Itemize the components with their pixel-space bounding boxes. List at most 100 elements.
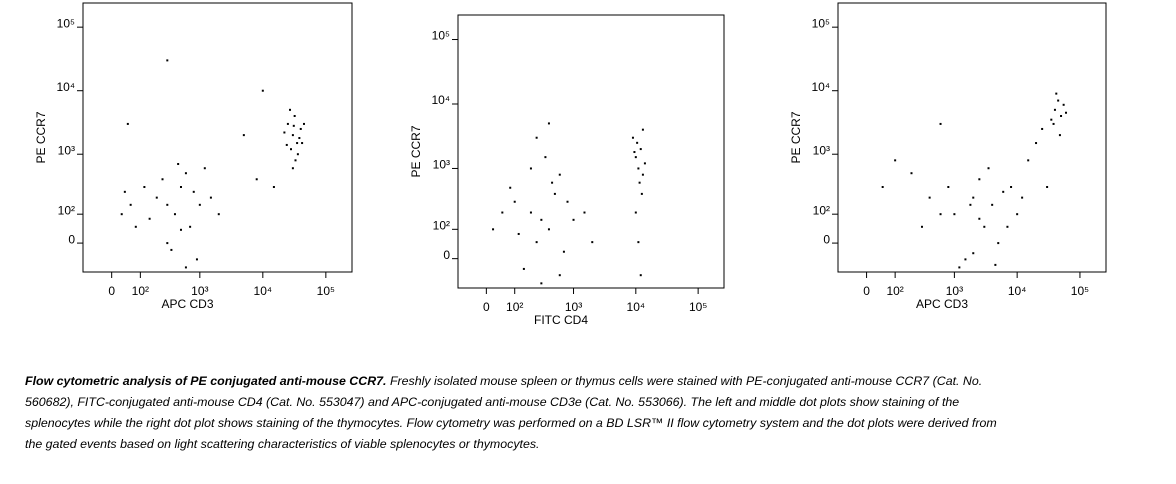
dot	[540, 218, 543, 221]
dot	[293, 114, 296, 117]
dot	[987, 167, 990, 170]
dot	[509, 186, 512, 189]
dot	[291, 167, 294, 170]
x-axis-label: APC CD3	[916, 297, 968, 311]
dot	[170, 248, 173, 251]
dot	[639, 274, 642, 277]
dot	[217, 213, 220, 216]
dot	[910, 172, 913, 175]
dot	[1060, 114, 1063, 117]
dot	[289, 108, 292, 111]
dot	[294, 159, 297, 162]
dot	[947, 186, 950, 189]
dot	[939, 213, 942, 216]
dot	[1035, 142, 1038, 145]
y-tick-label: 10⁵	[812, 16, 830, 30]
dot	[296, 153, 299, 156]
dot	[544, 156, 547, 159]
dot	[522, 267, 525, 270]
x-tick-label: 10⁵	[689, 300, 707, 314]
dot	[572, 218, 575, 221]
y-tick-label: 10³	[813, 143, 830, 157]
dot	[179, 228, 182, 231]
dot	[1055, 92, 1058, 95]
x-tick-label: 10⁴	[627, 300, 646, 314]
dot	[1052, 122, 1055, 125]
caption-lead: Flow cytometric analysis of PE conjugate…	[25, 374, 387, 388]
y-tick-label: 10⁴	[811, 80, 830, 94]
dot	[540, 282, 543, 285]
dot	[286, 122, 289, 125]
dot	[242, 134, 245, 137]
x-tick-label: 10⁴	[254, 284, 273, 298]
dot	[1016, 213, 1019, 216]
dot	[634, 156, 637, 159]
y-tick-label: 0	[443, 248, 450, 262]
dot	[126, 122, 129, 125]
dot	[958, 266, 961, 269]
dot	[120, 213, 123, 216]
dot	[964, 258, 967, 261]
dot	[166, 242, 169, 245]
dot	[166, 203, 169, 206]
y-tick-label: 10⁴	[56, 80, 75, 94]
y-tick-label: 10²	[58, 203, 75, 217]
dot	[972, 252, 975, 255]
dot	[1006, 225, 1009, 228]
dot	[978, 178, 981, 181]
y-tick-label: 10²	[433, 218, 450, 232]
x-tick-label: 10⁵	[317, 284, 335, 298]
dot	[517, 232, 520, 235]
dot	[161, 178, 164, 181]
dot	[637, 167, 640, 170]
dot	[637, 241, 640, 244]
dot	[978, 217, 981, 220]
dot	[991, 203, 994, 206]
dot	[558, 274, 561, 277]
dot	[547, 228, 550, 231]
dot	[994, 263, 997, 266]
dot	[1062, 103, 1065, 106]
y-axis-label: PE CCR7	[34, 111, 48, 163]
dot	[184, 266, 187, 269]
dot	[1041, 127, 1044, 130]
dot	[881, 186, 884, 189]
dot	[566, 200, 569, 203]
y-axis-label: PE CCR7	[409, 125, 423, 177]
dot	[969, 203, 972, 206]
dot	[302, 122, 305, 125]
plot-frame	[82, 2, 353, 273]
dot	[189, 225, 192, 228]
dot	[289, 148, 292, 151]
dot	[143, 186, 146, 189]
dot	[1046, 186, 1049, 189]
dot	[1058, 134, 1061, 137]
dot	[177, 163, 180, 166]
dot	[203, 167, 206, 170]
dot	[997, 242, 1000, 245]
y-tick-label: 10²	[813, 203, 830, 217]
dot	[928, 196, 931, 199]
dot	[591, 241, 594, 244]
dot	[299, 127, 302, 130]
dot	[562, 250, 565, 253]
x-axis-label: APC CD3	[161, 297, 213, 311]
y-tick-label: 0	[68, 232, 75, 246]
x-tick-label: 10³	[565, 300, 582, 314]
dot	[583, 211, 586, 214]
x-axis-label: FITC CD4	[534, 313, 588, 327]
dot	[179, 186, 182, 189]
dot	[123, 190, 126, 193]
dot	[129, 203, 132, 206]
x-tick-label: 10⁵	[1071, 284, 1089, 298]
dot	[1027, 159, 1030, 162]
dot	[285, 143, 288, 146]
dot	[1002, 190, 1005, 193]
dot	[551, 181, 554, 184]
dot	[173, 213, 176, 216]
x-tick-label: 10²	[886, 284, 903, 298]
x-tick-label: 10²	[132, 284, 149, 298]
dot	[529, 211, 532, 214]
caption-text: Freshly isolated mouse spleen or thymus …	[25, 374, 997, 451]
